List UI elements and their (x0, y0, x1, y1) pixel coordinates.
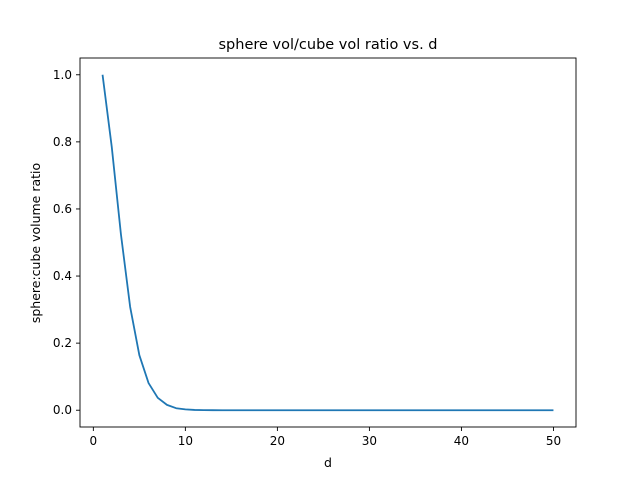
y-axis: 0.0 0.2 0.4 0.6 0.8 1.0 (53, 68, 80, 417)
x-tick-label: 0 (90, 434, 98, 448)
x-tick-label: 10 (178, 434, 193, 448)
x-tick-label: 40 (454, 434, 469, 448)
y-tick-label: 1.0 (53, 68, 72, 82)
chart-title: sphere vol/cube vol ratio vs. d (219, 37, 438, 53)
x-axis: 0 10 20 30 40 50 (90, 427, 561, 448)
y-tick-label: 0.4 (53, 269, 72, 283)
x-axis-label: d (324, 455, 332, 470)
y-tick-label: 0.2 (53, 336, 72, 350)
series-line-0 (101, 74, 554, 412)
x-tick-label: 50 (546, 434, 561, 448)
x-tick-label: 20 (270, 434, 285, 448)
y-tick-label: 0.8 (53, 135, 72, 149)
y-tick-label: 0.6 (53, 202, 72, 216)
plot-frame (79, 57, 577, 428)
x-tick-label: 30 (362, 434, 377, 448)
y-axis-label: sphere:cube volume ratio (28, 163, 43, 323)
series-layer (101, 74, 554, 412)
y-tick-label: 0.0 (53, 403, 72, 417)
